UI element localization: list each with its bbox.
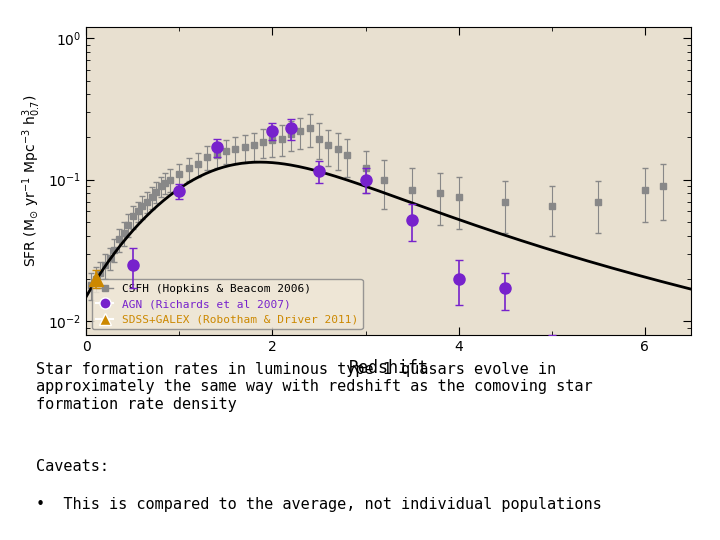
Text: Star formation rates in luminous type 1 quasars evolve in
approximately the same: Star formation rates in luminous type 1 … — [36, 362, 593, 411]
Legend: CSFH (Hopkins & Beacom 2006), AGN (Richards et al 2007), SDSS+GALEX (Robotham & : CSFH (Hopkins & Beacom 2006), AGN (Richa… — [92, 279, 363, 329]
Text: •  This is compared to the average, not individual populations: • This is compared to the average, not i… — [36, 497, 602, 512]
Text: Caveats:: Caveats: — [36, 459, 109, 474]
X-axis label: Redshift: Redshift — [348, 359, 429, 377]
Y-axis label: SFR (M$_{\odot}$ yr$^{-1}$ Mpc$^{-3}$ h$^3_{0.7}$): SFR (M$_{\odot}$ yr$^{-1}$ Mpc$^{-3}$ h$… — [20, 94, 42, 267]
